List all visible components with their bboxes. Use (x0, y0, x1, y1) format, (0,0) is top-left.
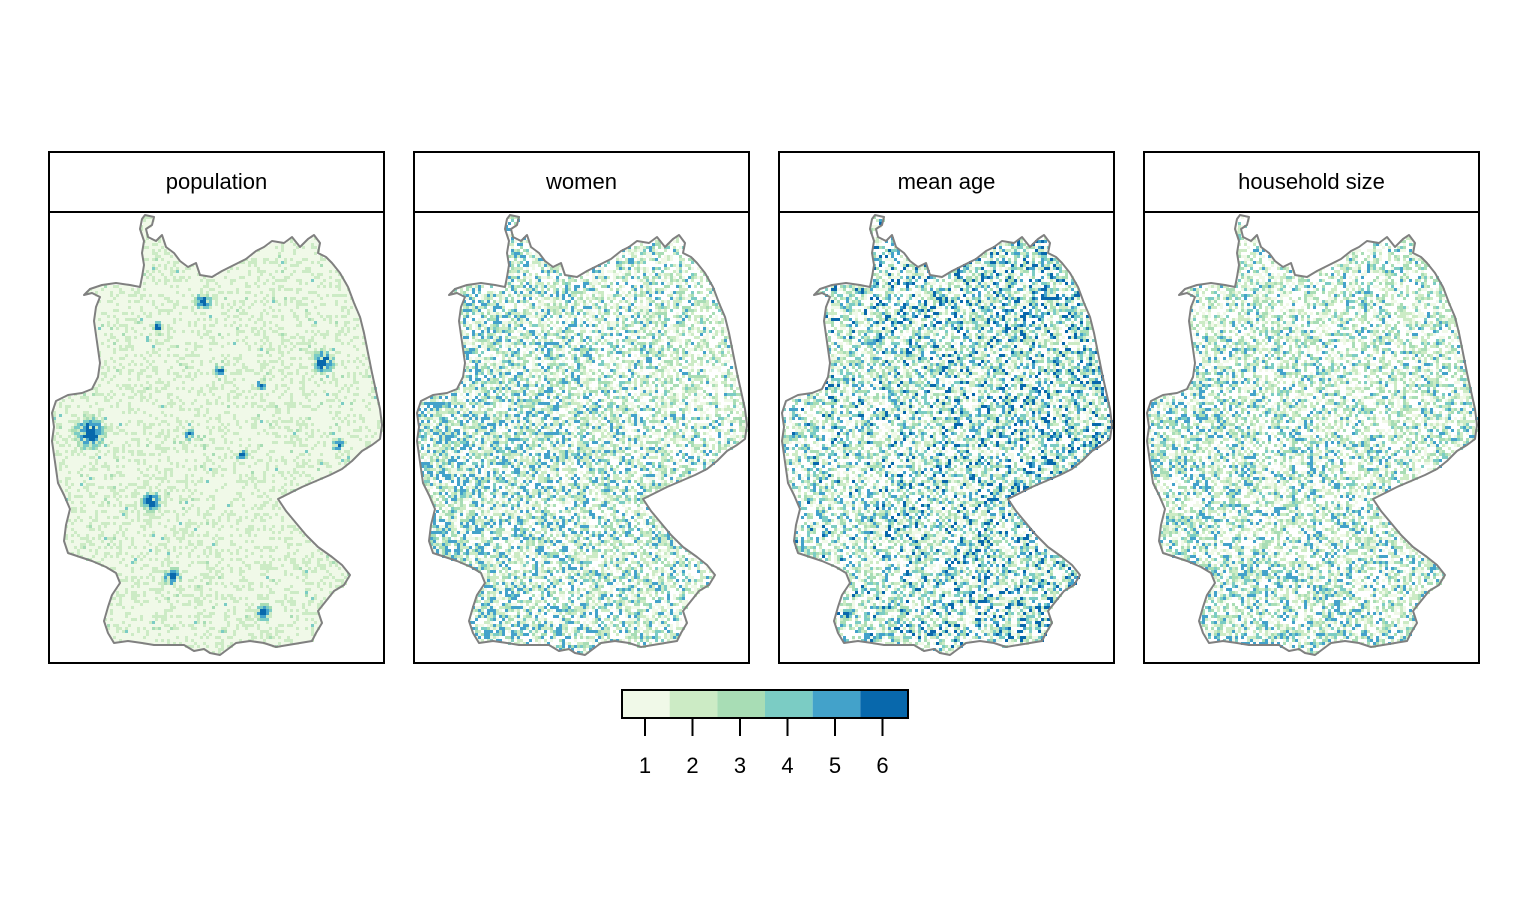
raster-cells (418, 216, 748, 654)
map-canvas (416, 214, 748, 656)
legend-tick-label: 5 (829, 753, 841, 778)
legend-frame (621, 689, 909, 719)
legend-tick-label: 2 (686, 753, 698, 778)
legend-swatch (812, 690, 861, 718)
legend-tick-label: 6 (876, 753, 888, 778)
germany-border-outline (781, 214, 1113, 656)
legend-tick-label: 1 (639, 753, 651, 778)
germany-map-women (415, 213, 748, 662)
legend-swatch (717, 690, 765, 718)
raster-cells (53, 216, 383, 654)
germany-map-mean-age (780, 213, 1113, 662)
map-canvas (51, 214, 383, 656)
map-canvas (781, 214, 1113, 656)
germany-border-outline (416, 214, 748, 656)
legend-swatch (860, 690, 908, 718)
panel-women: women (413, 151, 750, 664)
raster-cells (1148, 216, 1478, 654)
panel-population: population (48, 151, 385, 664)
color-legend: 1 2 3 4 5 6 (620, 688, 912, 778)
panel-title: household size (1145, 153, 1478, 213)
legend-tick-label: 3 (734, 753, 746, 778)
germany-border-outline (1146, 214, 1478, 656)
raster-cells (783, 216, 1113, 654)
legend-swatch (622, 690, 670, 718)
panel-title: mean age (780, 153, 1113, 213)
germany-map-household-size (1145, 213, 1478, 662)
germany-border-outline (51, 214, 383, 656)
panel-title: population (50, 153, 383, 213)
panel-title: women (415, 153, 748, 213)
legend-swatch (765, 690, 813, 718)
germany-map-population (50, 213, 383, 662)
panel-mean-age: mean age (778, 151, 1115, 664)
legend-swatch (669, 690, 718, 718)
legend-tick-label: 4 (781, 753, 793, 778)
map-canvas (1146, 214, 1478, 656)
panel-household-size: household size (1143, 151, 1480, 664)
